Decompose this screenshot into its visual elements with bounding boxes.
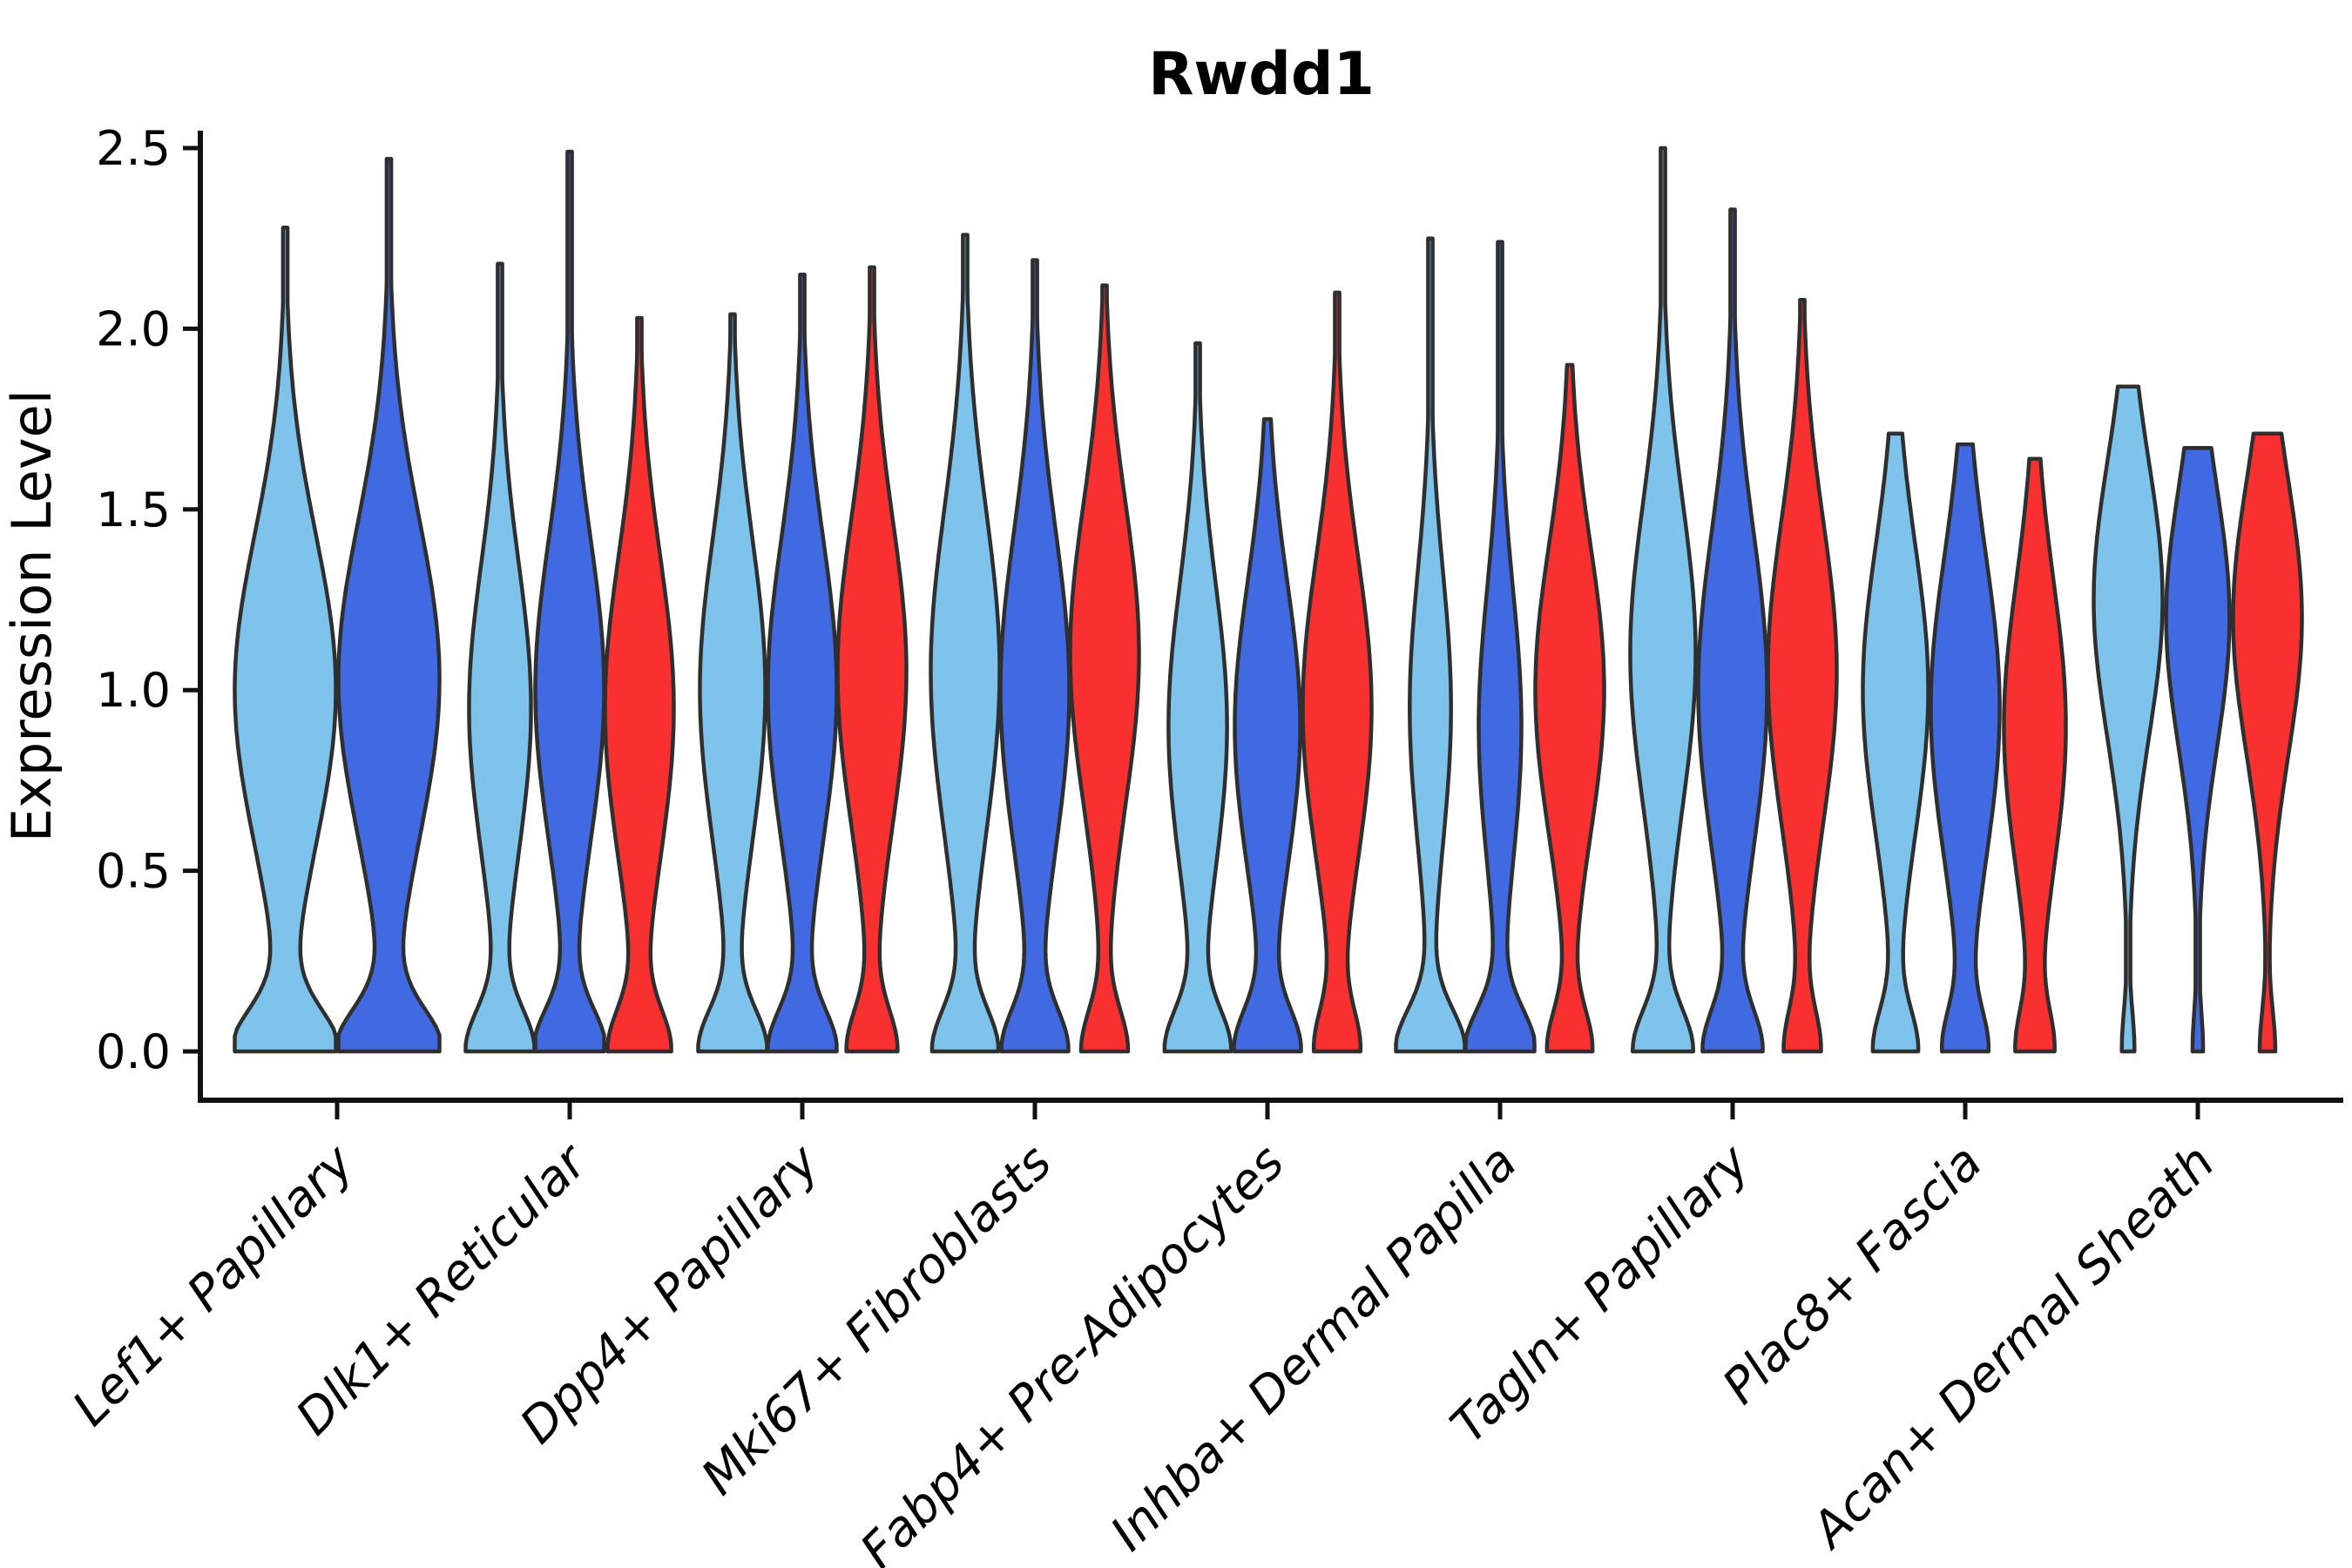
violin-5-blue bbox=[1463, 240, 1537, 1054]
y-tick-label: 1.5 bbox=[96, 483, 171, 537]
violin-1-red bbox=[603, 315, 676, 1054]
violin-5-light_blue bbox=[1394, 236, 1467, 1054]
violin-2-light_blue bbox=[696, 312, 769, 1054]
violin-1-light_blue bbox=[463, 261, 537, 1054]
violin-7-light_blue bbox=[1861, 431, 1930, 1054]
y-tick-label: 0.0 bbox=[96, 1024, 171, 1079]
violin-7-blue bbox=[1929, 442, 2002, 1054]
violin-2-blue bbox=[766, 272, 839, 1054]
violins-layer bbox=[233, 145, 2304, 1054]
violin-8-blue bbox=[2164, 446, 2232, 1054]
violin-4-red bbox=[1301, 290, 1374, 1054]
violin-2-red bbox=[835, 265, 909, 1054]
y-axis: 0.0 0.5 1.0 1.5 2.0 2.5 bbox=[96, 121, 203, 1100]
violin-4-blue bbox=[1232, 416, 1303, 1054]
violin-1-blue bbox=[533, 149, 606, 1054]
violin-0-blue bbox=[336, 157, 442, 1054]
violin-5-red bbox=[1533, 362, 1606, 1054]
violin-0-light_blue bbox=[233, 226, 338, 1054]
violin-8-light_blue bbox=[2092, 384, 2165, 1054]
violin-3-light_blue bbox=[929, 233, 1002, 1054]
violin-7-red bbox=[2002, 456, 2068, 1054]
y-tick-label: 1.0 bbox=[96, 663, 171, 718]
violin-6-red bbox=[1766, 297, 1839, 1054]
violin-8-red bbox=[2231, 431, 2304, 1054]
y-tick-label: 0.5 bbox=[96, 844, 171, 899]
y-tick-label: 2.0 bbox=[96, 301, 171, 356]
plot-title: Rwdd1 bbox=[1148, 40, 1375, 109]
violin-4-light_blue bbox=[1162, 341, 1233, 1054]
violin-6-light_blue bbox=[1628, 145, 1698, 1054]
violin-3-blue bbox=[998, 258, 1071, 1054]
violin-3-red bbox=[1068, 283, 1141, 1054]
violin-6-blue bbox=[1696, 207, 1769, 1054]
y-axis-label: Expression Level bbox=[0, 389, 64, 842]
y-tick-label: 2.5 bbox=[96, 121, 171, 176]
